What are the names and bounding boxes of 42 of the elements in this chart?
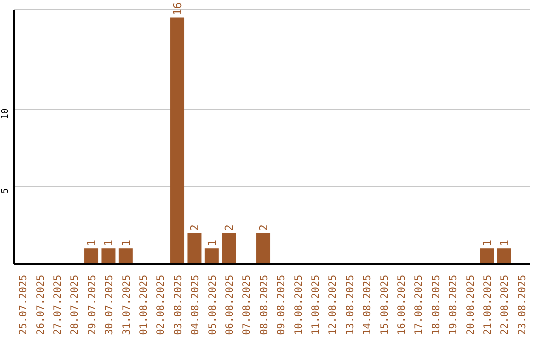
x-tick-label: 01.08.2025	[139, 275, 150, 336]
x-tick-label: 04.08.2025	[190, 275, 202, 336]
x-tick-label: 11.08.2025	[311, 275, 322, 336]
x-tick-label: 13.08.2025	[345, 275, 356, 336]
data-label: 2	[223, 224, 236, 232]
data-label: 2	[188, 224, 202, 232]
x-tick-label: 31.07.2025	[122, 275, 133, 336]
data-label: 1	[206, 240, 219, 247]
x-tick-label: 23.08.2025	[517, 275, 528, 336]
x-tick-label: 14.08.2025	[362, 275, 374, 336]
data-label: 16	[172, 2, 185, 16]
x-tick-label: 16.08.2025	[397, 275, 408, 336]
x-tick-label: 18.08.2025	[431, 275, 442, 336]
x-tick-label: 28.07.2025	[70, 275, 82, 336]
data-label: 1	[481, 240, 494, 247]
y-tick-label: 5	[1, 188, 11, 194]
x-tick-label: 10.08.2025	[294, 275, 305, 336]
data-label: 1	[498, 240, 512, 247]
x-tick-label: 12.08.2025	[328, 275, 340, 336]
data-label: 1	[102, 240, 116, 247]
x-tick-label: 06.08.2025	[225, 275, 236, 336]
x-tick-label: 29.07.2025	[87, 275, 98, 336]
x-tick-label: 15.08.2025	[380, 275, 391, 336]
x-tick-label: 30.07.2025	[104, 275, 116, 336]
x-tick-label: 27.07.2025	[53, 275, 64, 336]
data-label: 1	[120, 240, 133, 247]
data-label: 1	[86, 240, 99, 247]
x-tick-label: 02.08.2025	[156, 275, 168, 336]
x-tick-label: 20.08.2025	[466, 275, 477, 336]
x-tick-label: 19.08.2025	[448, 275, 460, 336]
x-tick-label: 17.08.2025	[414, 275, 426, 336]
x-tick-label: 21.08.2025	[483, 275, 494, 336]
y-tick-label: 10	[1, 108, 11, 120]
x-tick-label: 26.07.2025	[36, 275, 47, 336]
x-tick-label: 03.08.2025	[173, 275, 184, 336]
x-tick-label: 05.08.2025	[208, 275, 219, 336]
x-tick-label: 09.08.2025	[276, 275, 288, 336]
x-tick-label: 25.07.2025	[18, 275, 30, 336]
x-tick-label: 07.08.2025	[242, 275, 254, 336]
x-tick-label: 22.08.2025	[500, 275, 512, 336]
data-label: 2	[258, 224, 271, 232]
x-tick-label: 08.08.2025	[259, 275, 270, 336]
